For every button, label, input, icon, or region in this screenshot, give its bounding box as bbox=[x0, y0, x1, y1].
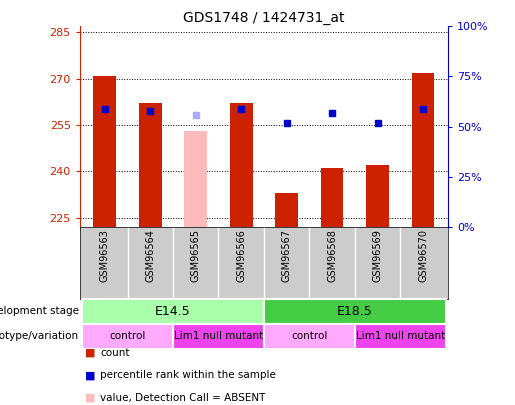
Text: Lim1 null mutant: Lim1 null mutant bbox=[356, 331, 445, 341]
Text: control: control bbox=[291, 331, 328, 341]
Text: ■: ■ bbox=[85, 370, 95, 380]
Text: GSM96565: GSM96565 bbox=[191, 229, 201, 282]
Bar bbox=[264, 299, 446, 324]
Text: genotype/variation: genotype/variation bbox=[0, 331, 79, 341]
Bar bbox=[366, 165, 389, 227]
Text: Lim1 null mutant: Lim1 null mutant bbox=[174, 331, 263, 341]
Text: GSM96569: GSM96569 bbox=[372, 229, 383, 282]
Text: GSM96563: GSM96563 bbox=[100, 229, 110, 282]
Text: GSM96567: GSM96567 bbox=[282, 229, 291, 282]
Text: control: control bbox=[109, 331, 146, 341]
Bar bbox=[411, 72, 435, 227]
Bar bbox=[82, 299, 264, 324]
Text: GSM96566: GSM96566 bbox=[236, 229, 246, 282]
Text: E14.5: E14.5 bbox=[155, 305, 191, 318]
Bar bbox=[230, 104, 252, 227]
Text: GSM96564: GSM96564 bbox=[145, 229, 156, 282]
Title: GDS1748 / 1424731_at: GDS1748 / 1424731_at bbox=[183, 11, 345, 25]
Text: GSM96568: GSM96568 bbox=[327, 229, 337, 282]
Bar bbox=[139, 104, 162, 227]
Text: value, Detection Call = ABSENT: value, Detection Call = ABSENT bbox=[100, 392, 266, 403]
Bar bbox=[184, 131, 207, 227]
Bar bbox=[276, 193, 298, 227]
Bar bbox=[82, 324, 173, 349]
Bar bbox=[355, 324, 446, 349]
Text: count: count bbox=[100, 348, 130, 358]
Bar bbox=[173, 324, 264, 349]
Bar bbox=[321, 168, 344, 227]
Text: E18.5: E18.5 bbox=[337, 305, 373, 318]
Text: development stage: development stage bbox=[0, 307, 79, 316]
Bar bbox=[264, 324, 355, 349]
Text: ■: ■ bbox=[85, 348, 95, 358]
Text: percentile rank within the sample: percentile rank within the sample bbox=[100, 370, 277, 380]
Text: GSM96570: GSM96570 bbox=[418, 229, 428, 282]
Text: ■: ■ bbox=[85, 392, 95, 403]
Bar bbox=[93, 76, 116, 227]
